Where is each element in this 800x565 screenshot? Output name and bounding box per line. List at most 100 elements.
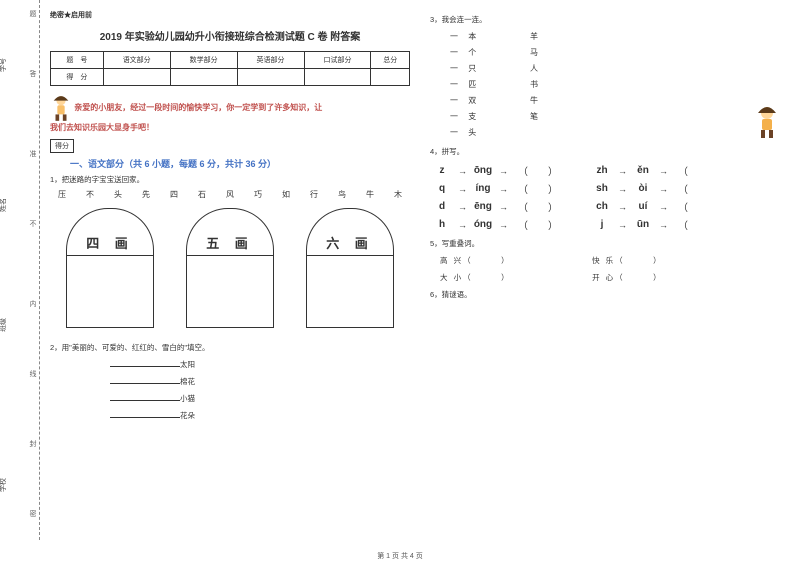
char: 鸟	[338, 189, 346, 200]
paren-input[interactable]: （ ）	[518, 199, 558, 214]
binding-margin: 学号 姓名 班级 学校 题 答 准 不 内 线 封 密	[0, 0, 40, 540]
side-field-xuehao: 学号	[0, 58, 8, 72]
dup-word: 快 乐（	[592, 256, 625, 265]
char: 头	[114, 189, 122, 200]
paren-input[interactable]: （	[678, 181, 688, 196]
char: 巧	[254, 189, 262, 200]
dup-word: 开 心（	[592, 273, 625, 282]
fill-row: 棉花	[110, 374, 410, 387]
py: j	[590, 219, 614, 230]
dup-word: 大 小（	[440, 273, 473, 282]
binding-char-7: 密	[27, 510, 37, 517]
binding-char-1: 答	[27, 70, 37, 77]
score-cell[interactable]	[371, 69, 410, 86]
arrow-icon: →	[499, 220, 508, 230]
blank-input[interactable]	[110, 391, 180, 401]
py: ēng	[471, 201, 495, 212]
arrow-icon: →	[499, 202, 508, 212]
blank-input[interactable]	[110, 408, 180, 418]
char: 先	[142, 189, 150, 200]
question-2: 2，用"美丽的、可爱的、红红的、雪白的"填空。	[50, 342, 410, 353]
bin-6-label: 六 画	[307, 233, 393, 252]
score-cell[interactable]	[304, 69, 371, 86]
bin-4[interactable]: 四 画	[66, 208, 154, 328]
char: 四	[170, 189, 178, 200]
bin-divider	[67, 255, 153, 256]
fill-word: 小猫	[180, 394, 195, 403]
char: 木	[394, 189, 402, 200]
char: 压	[58, 189, 66, 200]
py: d	[430, 201, 454, 212]
side-field-school: 学校	[0, 478, 8, 492]
score-h5: 总分	[371, 52, 410, 69]
pair-l: 一 头	[450, 127, 530, 138]
pair-l: 一 只	[450, 63, 530, 74]
bin-4-label: 四 画	[67, 233, 153, 252]
paren-input[interactable]: （	[678, 199, 688, 214]
question-3: 3，我会连一连。	[430, 14, 790, 25]
py: ěn	[631, 165, 655, 176]
arrow-icon: →	[499, 184, 508, 194]
arrow-icon: →	[618, 166, 627, 176]
paren-input[interactable]: （ ）	[518, 217, 558, 232]
paren-input[interactable]: ）	[473, 273, 511, 282]
char-row: 压 不 头 先 四 石 风 巧 如 行 鸟 牛 木	[50, 189, 410, 200]
arrow-icon: →	[618, 220, 627, 230]
match-list: 一 本羊 一 个马 一 只人 一 匹书 一 双牛 一 支笔 一 头	[450, 31, 790, 138]
paren-input[interactable]: （ ）	[518, 181, 558, 196]
blank-input[interactable]	[110, 357, 180, 367]
binding-char-5: 线	[27, 370, 37, 377]
intro-line1: 亲爱的小朋友，经过一段时间的愉快学习，你一定学到了许多知识，让	[74, 103, 322, 112]
py: h	[430, 219, 454, 230]
paren-input[interactable]: （ ）	[518, 163, 558, 178]
question-5: 5，写重叠词。	[430, 238, 790, 249]
bin-divider	[307, 255, 393, 256]
side-field-class: 班级	[0, 318, 8, 332]
score-h0: 题 号	[51, 52, 104, 69]
arrow-icon: →	[458, 166, 467, 176]
paren-input[interactable]: ）	[625, 273, 663, 282]
char: 风	[226, 189, 234, 200]
pair-r	[530, 127, 590, 138]
py: ōng	[471, 165, 495, 176]
arrow-icon: →	[659, 166, 668, 176]
blank-input[interactable]	[110, 374, 180, 384]
side-field-name: 姓名	[0, 198, 8, 212]
bin-5[interactable]: 五 画	[186, 208, 274, 328]
py: ch	[590, 201, 614, 212]
fill-row: 小猫	[110, 391, 410, 404]
paren-input[interactable]: （	[678, 217, 688, 232]
score-h1: 语文部分	[103, 52, 170, 69]
pair-r: 马	[530, 47, 590, 58]
score-cell[interactable]	[170, 69, 237, 86]
char: 牛	[366, 189, 374, 200]
question-6: 6，猜谜语。	[430, 289, 790, 300]
score-cell[interactable]	[237, 69, 304, 86]
paren-input[interactable]: ）	[473, 256, 511, 265]
bin-5-label: 五 画	[187, 233, 273, 252]
score-cell[interactable]	[103, 69, 170, 86]
arrow-icon: →	[659, 184, 668, 194]
char: 不	[86, 189, 94, 200]
pair-l: 一 匹	[450, 79, 530, 90]
py: z	[430, 165, 454, 176]
arrow-icon: →	[458, 184, 467, 194]
pair-r: 人	[530, 63, 590, 74]
paren-input[interactable]: （	[678, 163, 688, 178]
arrow-icon: →	[458, 220, 467, 230]
arrow-icon: →	[659, 220, 668, 230]
py: sh	[590, 183, 614, 194]
pair-r: 书	[530, 79, 590, 90]
score-table: 题 号 语文部分 数学部分 英语部分 口试部分 总分 得 分	[50, 51, 410, 86]
bin-divider	[187, 255, 273, 256]
char: 如	[282, 189, 290, 200]
paren-input[interactable]: ）	[625, 256, 663, 265]
pair-l: 一 支	[450, 111, 530, 122]
fill-row: 太阳	[110, 357, 410, 370]
question-1: 1，把迷路的字宝宝送回家。	[50, 174, 410, 185]
bin-6[interactable]: 六 画	[306, 208, 394, 328]
score-row2: 得 分	[51, 69, 104, 86]
binding-char-6: 封	[27, 440, 37, 447]
left-column: 绝密★启用前 2019 年实验幼儿园幼升小衔接班综合检测试题 C 卷 附答案 题…	[40, 0, 420, 540]
pair-r: 羊	[530, 31, 590, 42]
